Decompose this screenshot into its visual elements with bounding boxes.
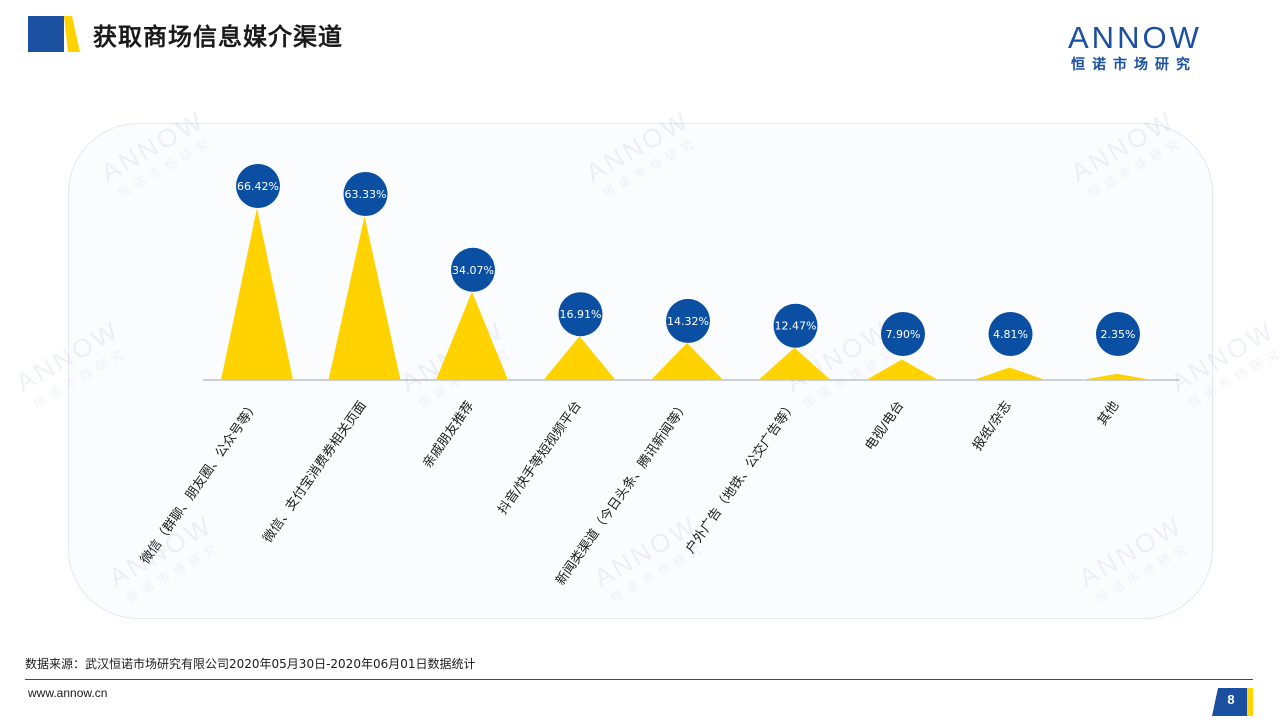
category-label: 抖音/快手等短视频平台 — [495, 398, 585, 517]
website-link[interactable]: www.annow.cn — [28, 686, 108, 700]
category-label: 微信、支付宝消费券相关页面 — [260, 398, 370, 546]
value-bubble — [236, 164, 280, 208]
data-label: 63.33% — [345, 188, 387, 201]
value-bubble — [881, 312, 925, 356]
category-label: 新闻类渠道（今日头条、腾讯新闻等） — [552, 398, 692, 588]
data-label: 4.81% — [993, 328, 1028, 341]
value-bubble — [773, 303, 818, 348]
data-label: 12.47% — [775, 320, 817, 333]
bar — [328, 216, 401, 380]
data-label: 14.32% — [667, 315, 709, 328]
data-label: 66.42% — [237, 180, 279, 193]
category-label: 亲戚朋友推荐 — [419, 398, 477, 471]
bar — [973, 367, 1046, 380]
value-bubble — [343, 172, 388, 217]
bar — [1081, 373, 1153, 380]
data-label: 7.90% — [886, 328, 921, 341]
bar — [221, 208, 293, 380]
data-label: 34.07% — [452, 264, 494, 277]
header-deco-icon — [28, 16, 80, 52]
data-label: 16.91% — [560, 308, 602, 321]
data-label: 2.35% — [1101, 328, 1136, 341]
category-label: 微信（群聊、朋友圈、公众号等） — [137, 398, 262, 567]
brand-logo: ANNOW 恒诺市场研究 — [1068, 20, 1238, 74]
value-bubble — [988, 312, 1033, 356]
value-bubble — [451, 247, 495, 292]
logo-word: ANNOW — [1068, 20, 1202, 55]
value-bubble — [666, 298, 710, 343]
bar — [436, 291, 508, 380]
bar — [758, 347, 831, 380]
logo-subtitle: 恒诺市场研究 — [1071, 57, 1197, 73]
bar — [651, 342, 723, 380]
footer-divider — [25, 679, 1253, 680]
page-badge-icon — [1212, 688, 1253, 716]
value-bubble — [1096, 312, 1140, 356]
category-label: 其他 — [1095, 399, 1122, 429]
value-bubble — [558, 292, 603, 337]
category-label: 户外广告（地铁、公交广告等） — [682, 398, 800, 556]
page-number: 8 — [1227, 692, 1235, 707]
category-label: 报纸/杂志 — [970, 399, 1015, 454]
category-label: 电视/电台 — [863, 399, 908, 454]
page-title: 获取商场信息媒介渠道 — [93, 23, 343, 51]
bar — [866, 359, 938, 380]
source-note: 数据来源：武汉恒诺市场研究有限公司2020年05月30日-2020年06月01日… — [25, 657, 476, 671]
bar — [543, 336, 616, 380]
